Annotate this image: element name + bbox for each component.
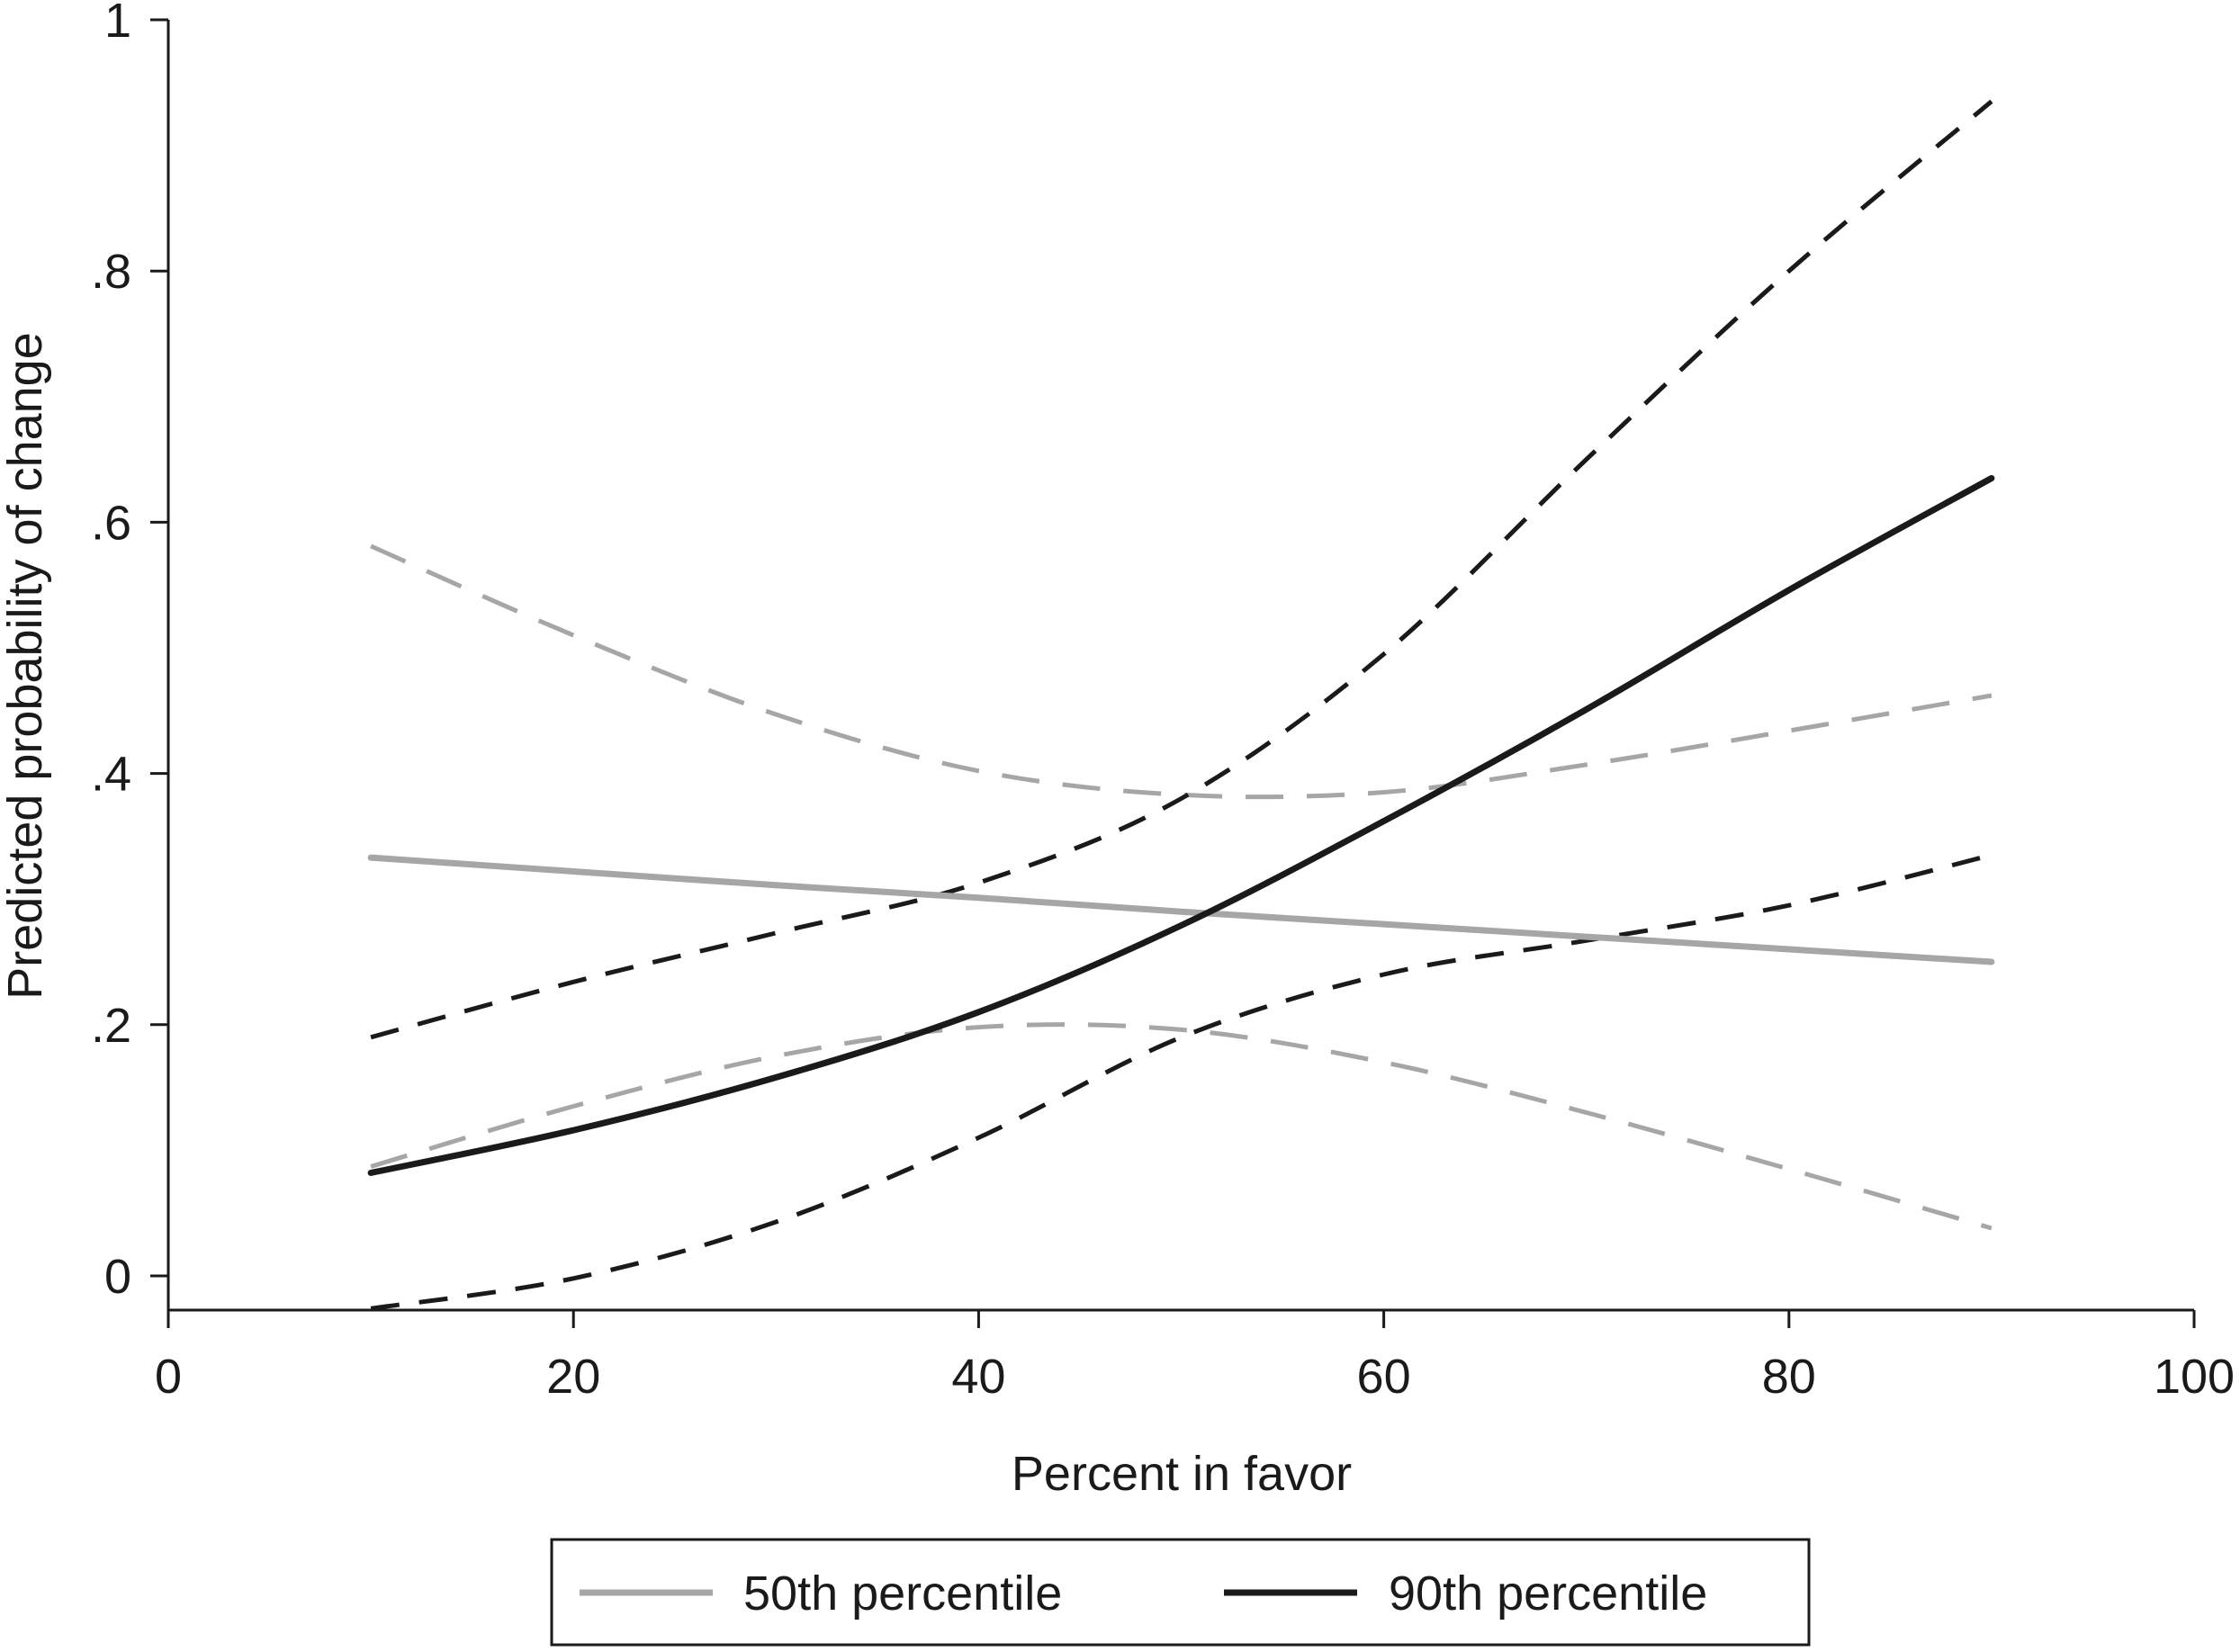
ci-lower-90th [370,852,1993,1311]
y-tick-label: .6 [91,496,131,550]
y-ticks: 0 .2 .4 .6 .8 1 [91,0,168,1304]
series-line-50th [367,854,1995,965]
x-tick-label: 60 [1357,1350,1411,1404]
axes [166,20,2194,1312]
x-ticks: 0 20 40 60 80 100 [155,1310,2235,1404]
x-tick-label: 20 [546,1350,600,1404]
x-tick-label: 80 [1762,1350,1816,1404]
x-tick-label: 0 [155,1350,182,1404]
confidence-intervals [370,99,1993,1311]
ci-upper-90th [370,99,1993,1040]
y-tick-label: .8 [91,245,131,299]
y-tick-label: 0 [104,1250,131,1304]
legend-label-90th: 90th percentile [1389,1567,1707,1621]
ci-lower-50th [370,1022,1993,1231]
legend-label-50th: 50th percentile [743,1567,1062,1621]
y-axis-title: Predicted probability of change [0,332,52,999]
ci-upper-50th [370,543,1993,800]
y-tick-label: .2 [91,999,131,1053]
series-lines [367,475,1995,1176]
y-tick-label: 1 [104,0,131,48]
legend: 50th percentile 90th percentile [550,1538,1811,1647]
y-tick-label: .4 [91,748,131,802]
x-tick-label: 100 [2154,1350,2235,1404]
x-tick-label: 40 [951,1350,1005,1404]
x-axis-title: Percent in favor [1012,1447,1352,1501]
legend-box [550,1538,1811,1647]
series-line-90th [367,475,1995,1176]
